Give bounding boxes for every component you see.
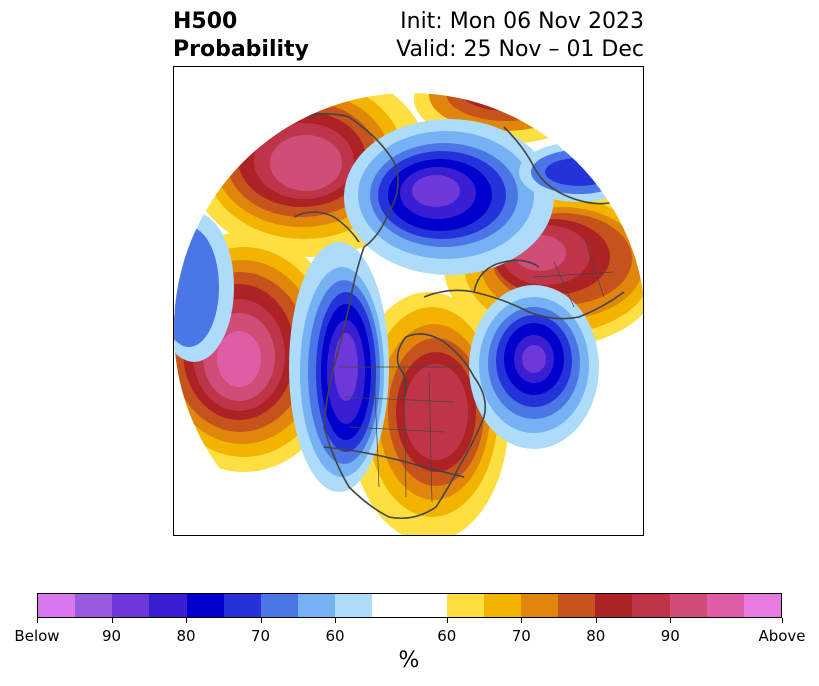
colorbar-tick-label: 60 [325,627,345,645]
colorbar-tick-label: 60 [437,627,457,645]
valid-range: Valid: 25 Nov – 01 Dec [396,37,644,62]
colorbar-tick [595,618,597,623]
colorbar-segment [372,594,447,617]
colorbar-segment [595,594,633,617]
below-center-atlantic [469,285,599,449]
colorbar-tick [782,618,783,623]
colorbar-tick [37,618,38,623]
colorbar-segment [558,594,596,617]
colorbar-segment [149,594,187,617]
colorbar-segment [260,594,299,617]
colorbar-unit: % [398,648,420,673]
colorbar-tick [521,618,523,623]
probability-map [173,66,644,536]
below-center-bering [174,212,234,362]
colorbar-segment [38,594,76,617]
above-center-east-us [349,292,509,535]
colorbar-tick-label: Below [14,627,60,645]
colorbar-segment [743,594,782,617]
political-borders [339,236,615,503]
colorbar-segment [75,594,113,617]
colorbar-tick [186,618,187,623]
colorbar-tick-label: 80 [586,627,606,645]
colorbar-segment [521,594,559,617]
map-title: H500 Probability [173,8,309,64]
colorbar-tick-label: 90 [660,627,680,645]
colorbar-tick [335,618,336,623]
colorbar-segment [112,594,150,617]
colorbar-tick-label: 70 [511,627,531,645]
colorbar-segment [186,594,224,617]
colorbar-tick [260,618,262,623]
colorbar-segment [483,594,522,617]
anomaly-field [174,93,643,535]
map-valid-info: Init: Mon 06 Nov 2023 Valid: 25 Nov – 01… [396,8,644,64]
colorbar-segment [632,594,670,617]
colorbar-tick-label: 80 [176,627,196,645]
colorbar-ticks [37,618,783,628]
colorbar-tick-label: 70 [250,627,271,645]
colorbar-tick-label: 90 [101,627,122,645]
init-date: Init: Mon 06 Nov 2023 [400,9,644,34]
title-product: Probability [173,37,309,62]
map-canvas [174,93,643,535]
title-variable: H500 [173,9,238,34]
colorbar-tick [446,618,448,623]
colorbar-segment [335,594,373,617]
coastlines [233,93,625,520]
colorbar-segment [298,594,336,617]
colorbar-tick-label: Above [758,627,806,645]
below-center-arctic [344,119,554,275]
colorbar-segment [706,594,744,617]
colorbar-segment [223,594,261,617]
colorbar-segment [669,594,707,617]
colorbar [37,593,782,618]
colorbar-tick [670,618,672,623]
colorbar-segment [446,594,484,617]
colorbar-tick [111,618,113,623]
